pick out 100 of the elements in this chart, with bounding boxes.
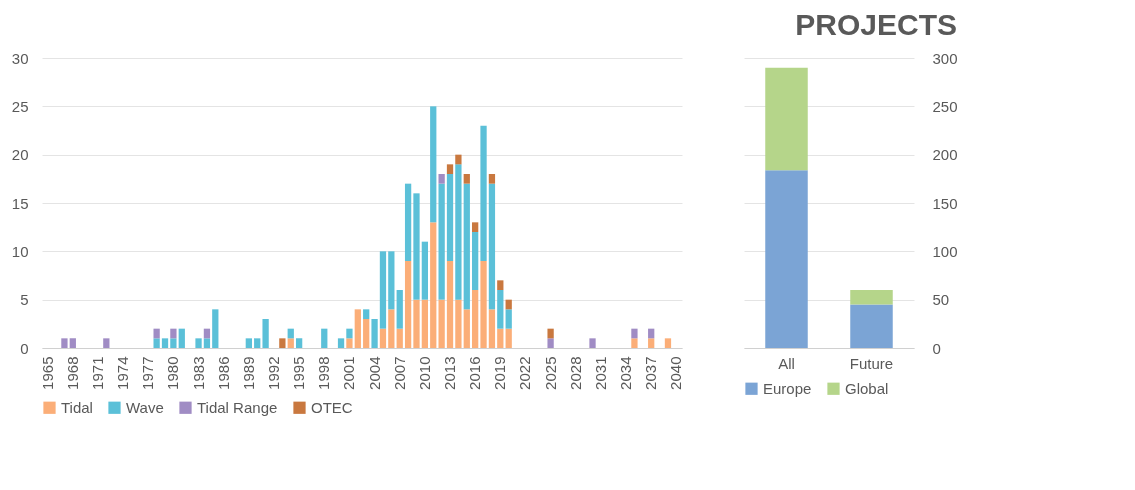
y-tick-label: 20 [11, 146, 29, 164]
bar [446, 164, 454, 174]
bar [463, 309, 470, 348]
bar [354, 309, 361, 348]
y-tick-label: 30 [11, 49, 29, 67]
x-tick-label: 2016 [466, 356, 484, 390]
bar [203, 338, 211, 348]
bar [371, 319, 378, 348]
bar [488, 183, 496, 310]
y2-tick-label: 200 [932, 146, 958, 164]
y2-tick-label: 0 [932, 339, 941, 357]
bar [488, 309, 496, 348]
x-tick-label: 1986 [214, 356, 232, 390]
bar [161, 338, 169, 348]
bar [321, 328, 328, 348]
x-tick-label: 1971 [88, 356, 106, 390]
bar [505, 328, 512, 348]
y-tick-label: 5 [20, 291, 29, 309]
legend-label: Europe [763, 379, 812, 397]
x-tick-label: 2004 [365, 356, 383, 390]
bar [254, 338, 261, 348]
bar [404, 183, 412, 261]
bar [850, 290, 893, 305]
bar [497, 290, 504, 329]
x-tick-label: 2040 [667, 356, 685, 390]
x-tick-label: 2010 [415, 356, 433, 390]
bar [430, 222, 437, 348]
bar [765, 67, 808, 171]
bar [472, 290, 479, 348]
y2-tick-label: 300 [932, 49, 958, 67]
bar [664, 338, 672, 348]
x-tick-label: 2013 [441, 356, 459, 390]
bar [346, 328, 353, 339]
bar [103, 338, 110, 348]
bar [61, 338, 68, 348]
bar [765, 170, 808, 348]
chart-title: PROJECTS [795, 8, 958, 41]
bar [262, 319, 269, 348]
bar [463, 183, 470, 310]
bar [505, 309, 512, 329]
bar [480, 261, 487, 348]
y2-tick-label: 250 [932, 97, 958, 115]
x-tick-label: 1998 [315, 356, 333, 390]
x-tick-label: 2019 [491, 356, 509, 390]
x-tick-label: 2022 [516, 356, 534, 390]
bar [279, 338, 286, 348]
bar [379, 328, 387, 348]
bar [388, 251, 395, 310]
bar [178, 328, 185, 348]
bar [589, 338, 596, 348]
bar [363, 309, 370, 319]
x-tick-label: 1995 [290, 356, 308, 390]
y-tick-label: 15 [11, 194, 29, 212]
bar [648, 338, 655, 348]
bar [245, 338, 252, 348]
y-tick-label: 25 [11, 97, 29, 115]
bar [472, 222, 479, 232]
bar [446, 174, 454, 261]
bar [421, 299, 429, 348]
y-tick-label: 0 [20, 339, 29, 357]
bar [170, 338, 177, 348]
bar [413, 193, 420, 300]
bar [170, 328, 177, 339]
x-tick-label: 1977 [139, 356, 157, 390]
bar [472, 232, 479, 290]
y2-tick-label: 150 [932, 194, 958, 212]
bar [69, 338, 76, 348]
bar [363, 319, 370, 348]
x-tick-label: 2028 [566, 356, 584, 390]
x-tick-label: 1983 [189, 356, 207, 390]
bar [547, 338, 554, 348]
bar [497, 328, 504, 348]
bar [446, 261, 454, 348]
bar [547, 328, 554, 339]
bar [212, 309, 219, 348]
bar [455, 154, 462, 165]
x-tick-label: 2025 [541, 356, 559, 390]
x-tick-label: Future [849, 354, 894, 372]
bar [337, 338, 345, 348]
x-tick-label: 1968 [63, 356, 81, 390]
bar [850, 304, 893, 348]
bar [396, 290, 403, 329]
bar [287, 338, 294, 348]
bar [480, 125, 487, 261]
bar [438, 174, 445, 184]
legend-label: Tidal [61, 398, 93, 416]
bar [396, 328, 403, 348]
y-tick-label: 10 [11, 242, 29, 260]
legend-label: Tidal Range [197, 398, 278, 416]
y2-tick-label: 100 [932, 242, 958, 260]
bar [463, 174, 470, 184]
bar [631, 338, 638, 348]
bar [430, 106, 437, 223]
x-tick-label: 2034 [617, 356, 635, 390]
bar [413, 299, 420, 348]
bar [404, 261, 412, 348]
bar [346, 338, 353, 348]
bar [421, 241, 429, 300]
bar [388, 309, 395, 348]
bar [455, 299, 462, 348]
